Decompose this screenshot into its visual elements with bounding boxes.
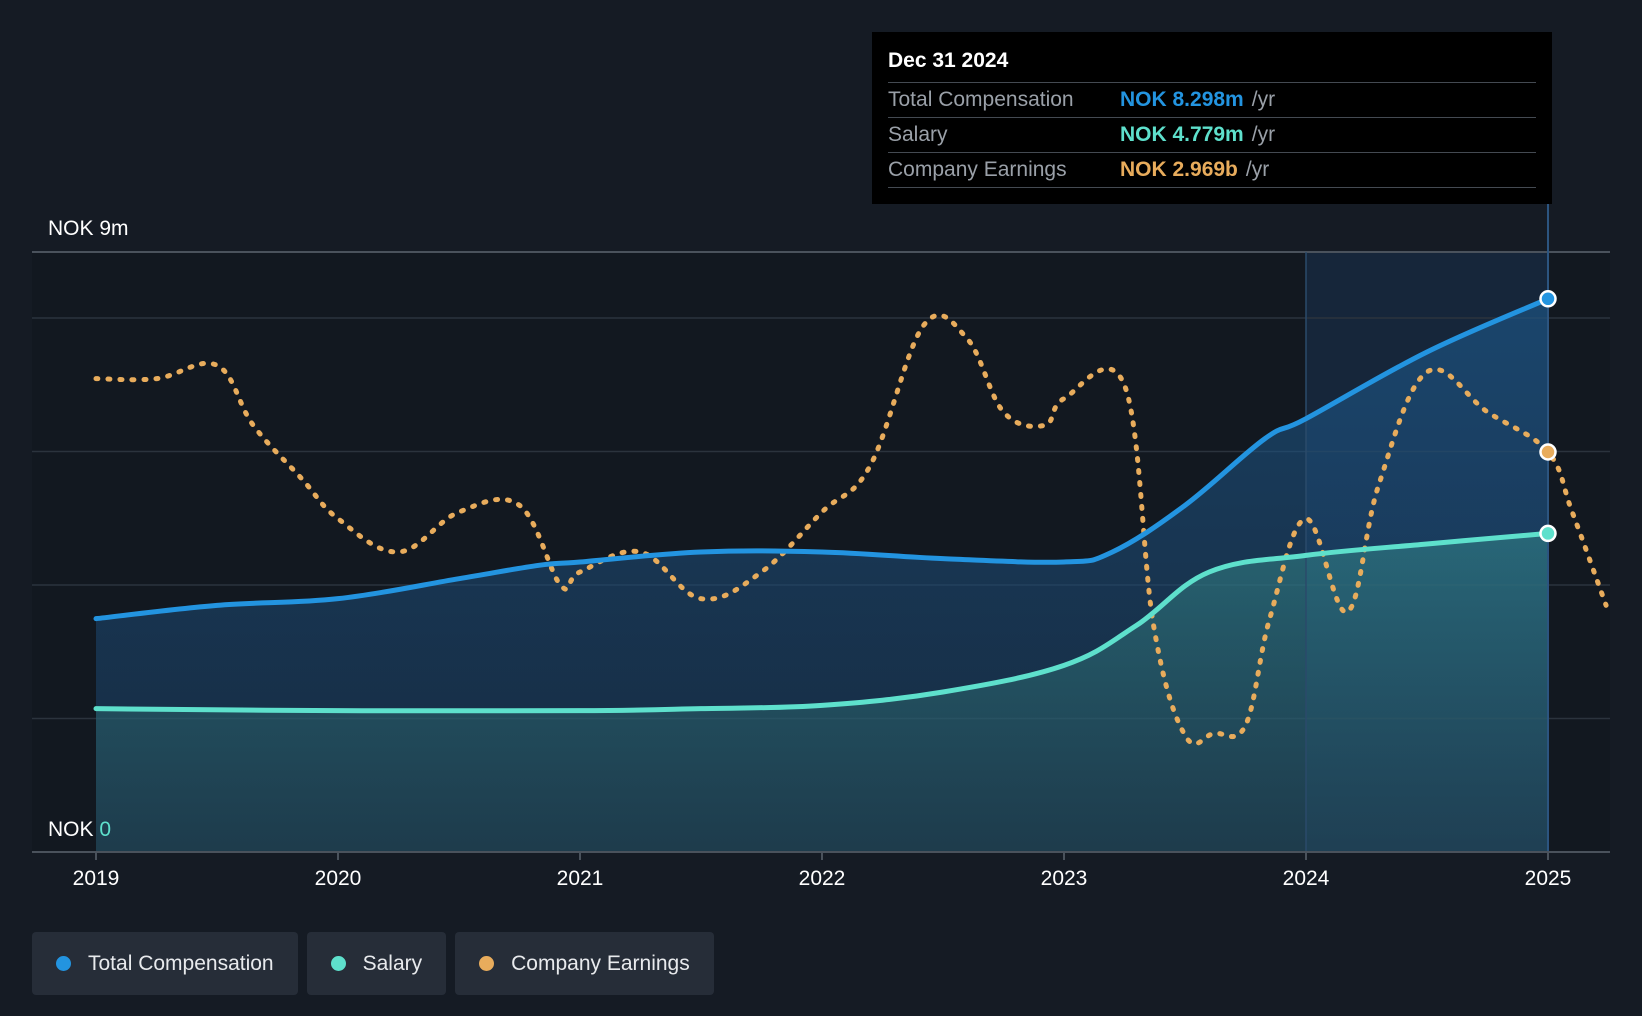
y-axis-bottom-value: 0	[99, 818, 111, 841]
salary-line	[93, 530, 1551, 714]
x-axis-ticks: 2019 2020 2021 2022 2023 2024 2025	[73, 852, 1572, 890]
tooltip-value: NOK 2.969b	[1120, 158, 1238, 181]
x-tick-label-2022: 2022	[799, 867, 846, 890]
legend-label: Salary	[362, 951, 423, 975]
total-compensation-dot-icon	[56, 956, 71, 971]
tooltip-unit: /yr	[1251, 123, 1276, 146]
tooltip-label: Total Compensation	[888, 88, 1074, 111]
tooltip-label: Salary	[888, 123, 948, 146]
x-tick-label-2023: 2023	[1041, 867, 1088, 890]
legend-item-company-earnings[interactable]: Company Earnings	[455, 932, 714, 995]
x-tick-label-2019: 2019	[73, 867, 120, 890]
legend-item-total-compensation[interactable]: Total Compensation	[32, 932, 298, 995]
tooltip-value: NOK 8.298m	[1120, 88, 1244, 111]
y-axis-bottom-prefix: NOK	[48, 818, 94, 841]
legend-label: Company Earnings	[511, 951, 690, 975]
legend-item-salary[interactable]: Salary	[306, 932, 447, 995]
tooltip-label: Company Earnings	[888, 158, 1067, 181]
total-compensation-marker	[1539, 290, 1557, 308]
total-compensation-line	[93, 296, 1551, 622]
data-tooltip: Dec 31 2024 Total Compensation NOK 8.298…	[872, 32, 1552, 204]
salary-area	[96, 533, 1548, 852]
x-tick-label-2024: 2024	[1283, 867, 1330, 890]
tooltip-unit: /yr	[1245, 158, 1270, 181]
salary-marker	[1539, 524, 1557, 543]
legend-label: Total Compensation	[88, 951, 274, 975]
y-axis-top-label: NOK 9m	[48, 217, 129, 240]
salary-dot-icon	[330, 956, 346, 971]
tooltip-row-company-earnings: Company Earnings NOK 2.969b /yr	[888, 153, 1536, 188]
tooltip-row-salary: Salary NOK 4.779m /yr	[888, 118, 1536, 153]
tooltip-date: Dec 31 2024	[888, 46, 1536, 83]
company-earnings-dot-icon	[479, 956, 495, 971]
x-tick-label-2020: 2020	[315, 867, 362, 890]
end-markers	[1539, 290, 1557, 543]
tooltip-row-total-compensation: Total Compensation NOK 8.298m /yr	[888, 83, 1536, 118]
company-earnings-marker	[1539, 443, 1557, 461]
tooltip-unit: /yr	[1251, 88, 1276, 111]
chart-legend: Total Compensation Salary Company Earnin…	[32, 932, 714, 995]
company-earnings-line	[93, 312, 1609, 747]
tooltip-value: NOK 4.779m	[1120, 123, 1244, 146]
y-axis-bottom-label: NOK 0	[48, 818, 111, 841]
x-tick-label-2021: 2021	[557, 867, 604, 890]
x-tick-label-2025: 2025	[1525, 867, 1572, 890]
